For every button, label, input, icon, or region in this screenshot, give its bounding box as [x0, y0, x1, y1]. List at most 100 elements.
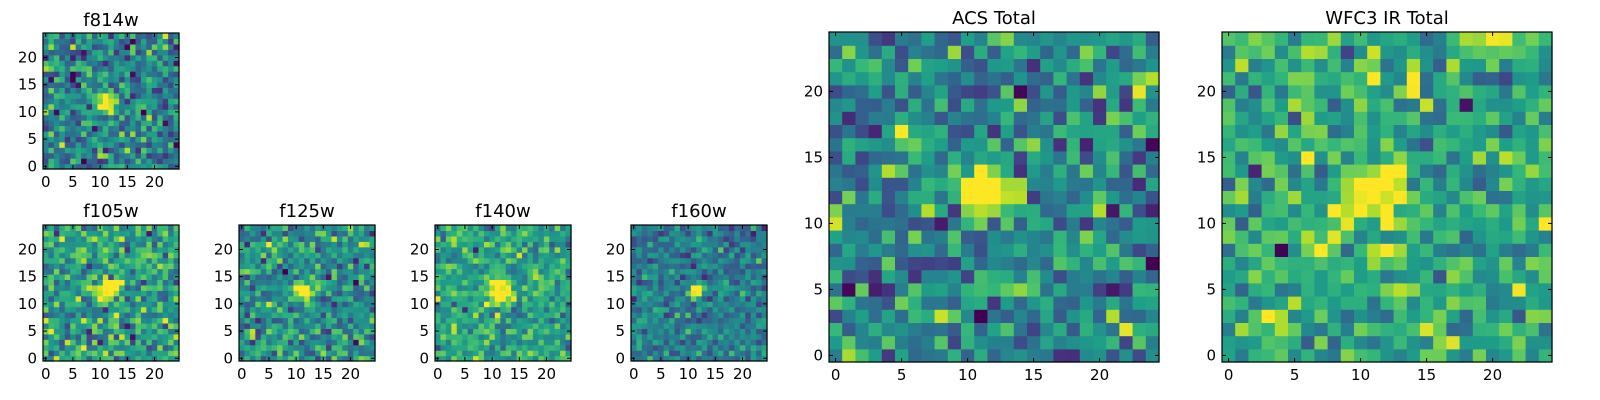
pixel-cell	[1393, 84, 1408, 99]
pixel-cell	[124, 344, 131, 351]
pixel-cell	[91, 136, 98, 143]
pixel-cell	[690, 328, 697, 335]
y-tick-label: 0	[223, 349, 233, 367]
pixel-cell	[287, 312, 294, 319]
pixel-cell	[119, 230, 126, 237]
pixel-cell	[277, 235, 284, 242]
pixel-cell	[146, 333, 153, 340]
pixel-cell	[146, 43, 153, 50]
pixel-cell	[1340, 203, 1355, 218]
pixel-cell	[293, 263, 300, 270]
pixel-cell	[1327, 309, 1342, 323]
pixel-cell	[124, 301, 131, 308]
pixel-cell	[728, 246, 735, 253]
pixel-cell	[81, 312, 88, 319]
pixel-cell	[895, 309, 909, 323]
pixel-cell	[146, 103, 153, 110]
pixel-cell	[1472, 177, 1487, 191]
pixel-cell	[1472, 58, 1487, 73]
pixel-cell	[113, 252, 120, 259]
pixel-cell	[59, 103, 66, 110]
pixel-cell	[173, 339, 180, 346]
pixel-cell	[756, 273, 763, 280]
pixel-cell	[1288, 348, 1302, 363]
pixel-cell	[140, 322, 147, 329]
pixel-cell	[353, 225, 360, 232]
pixel-cell	[173, 147, 180, 154]
pixel-cell	[53, 136, 60, 143]
pixel-cell	[1446, 296, 1461, 310]
pixel-cell	[522, 257, 529, 264]
pixel-cell	[140, 252, 147, 259]
pixel-cell	[97, 81, 104, 88]
pixel-cell	[718, 290, 725, 297]
pixel-cell	[669, 252, 676, 259]
pixel-cell	[511, 279, 518, 286]
pixel-cell	[108, 284, 115, 291]
pixel-cell	[462, 322, 469, 329]
pixel-cell	[59, 295, 66, 302]
pixel-cell	[1145, 71, 1160, 86]
pixel-cell	[532, 355, 539, 362]
pixel-cell	[511, 230, 518, 237]
pixel-cell	[64, 284, 71, 291]
pixel-cell	[266, 333, 273, 340]
pixel-cell	[1354, 137, 1368, 152]
pixel-cell	[119, 65, 126, 72]
pixel-cell	[157, 230, 164, 237]
pixel-cell	[255, 301, 262, 308]
pixel-cell	[287, 241, 294, 248]
pixel-cell	[1525, 243, 1540, 257]
pixel-cell	[961, 309, 975, 323]
pixel-cell	[353, 295, 360, 302]
pixel-cell	[1406, 150, 1421, 165]
pixel-cell	[1314, 230, 1329, 244]
pixel-cell	[59, 257, 66, 264]
pixel-cell	[1472, 45, 1487, 59]
pixel-cell	[734, 295, 741, 302]
pixel-cell	[1093, 111, 1107, 125]
pixel-cell	[685, 328, 692, 335]
pixel-cell	[1066, 124, 1081, 139]
pixel-cell	[756, 295, 763, 302]
pixel-cell	[1538, 348, 1553, 363]
pixel-cell	[130, 158, 137, 165]
pixel-cell	[483, 279, 490, 286]
pixel-cell	[304, 312, 311, 319]
pixel-cell	[1132, 71, 1147, 86]
pixel-cell	[494, 339, 501, 346]
pixel-cell	[701, 246, 708, 253]
pixel-cell	[1340, 150, 1355, 165]
pixel-cell	[1053, 256, 1068, 271]
pixel-cell	[516, 263, 523, 270]
pixel-cell	[1380, 164, 1395, 178]
pixel-cell	[1367, 84, 1381, 99]
pixel-cell	[347, 230, 354, 237]
pixel-cell	[1288, 58, 1302, 73]
pixel-cell	[1132, 58, 1147, 73]
pixel-cell	[293, 306, 300, 313]
pixel-cell	[489, 279, 496, 286]
pixel-cell	[1222, 216, 1236, 231]
pixel-cell	[723, 279, 730, 286]
pixel-cell	[146, 252, 153, 259]
pixel-cell	[1235, 111, 1249, 125]
pixel-cell	[140, 279, 147, 286]
pixel-cell	[130, 268, 137, 275]
pixel-cell	[761, 252, 768, 259]
pixel-cell	[298, 295, 305, 302]
pixel-cell	[239, 306, 246, 313]
pixel-cell	[435, 235, 442, 242]
pixel-cell	[1406, 335, 1421, 350]
pixel-cell	[829, 111, 843, 125]
pixel-cell	[1354, 32, 1368, 46]
pixel-cell	[43, 98, 50, 105]
pixel-cell	[102, 158, 109, 165]
pixel-cell	[53, 158, 60, 165]
pixel-cell	[728, 273, 735, 280]
pixel-cell	[1380, 203, 1395, 218]
pixel-cell	[1261, 164, 1276, 178]
pixel-cell	[97, 130, 104, 137]
pixel-cell	[934, 137, 949, 152]
pixel-cell	[1459, 348, 1474, 363]
